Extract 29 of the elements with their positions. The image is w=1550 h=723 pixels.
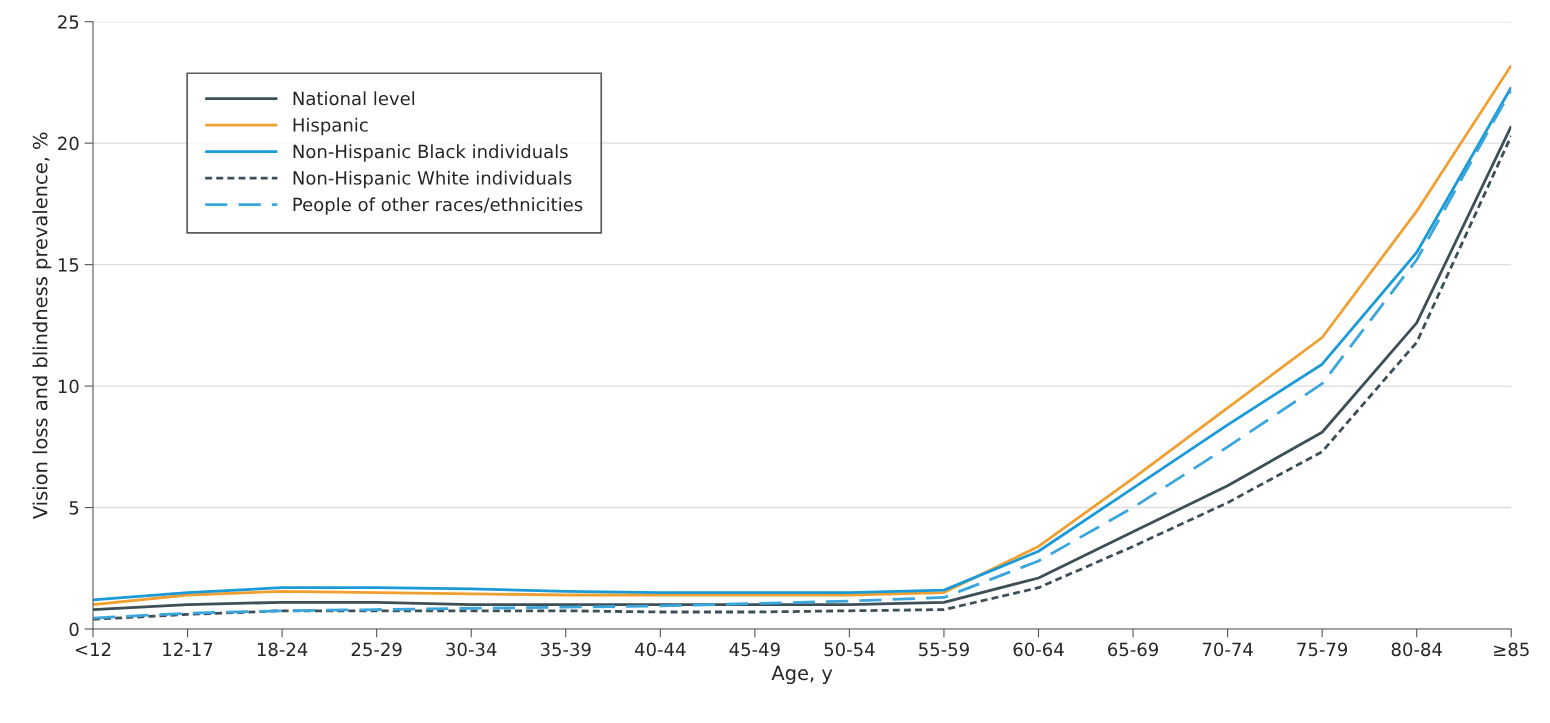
x-tick-label: 75-79 bbox=[1297, 642, 1348, 657]
y-tick-label: 20 bbox=[58, 136, 79, 151]
x-tick-label: 12-17 bbox=[163, 642, 213, 656]
y-tick-label: 5 bbox=[69, 501, 79, 515]
x-tick-label: 50-54 bbox=[824, 642, 875, 657]
x-tick-label: 25-29 bbox=[351, 642, 402, 657]
legend-label: Non-Hispanic White individuals bbox=[293, 170, 572, 189]
x-tick-label: 18-24 bbox=[257, 642, 308, 657]
x-tick-label: 35-39 bbox=[540, 642, 591, 657]
y-tick-label: 15 bbox=[58, 258, 79, 272]
y-axis-title: Vision loss and blindness prevalence, % bbox=[32, 132, 52, 520]
y-tick-label: 10 bbox=[58, 379, 79, 394]
x-tick-label: 70-74 bbox=[1202, 642, 1253, 657]
x-tick-label: 45-49 bbox=[729, 642, 780, 657]
x-tick-label: 80-84 bbox=[1391, 642, 1442, 657]
x-tick-label: 30-34 bbox=[446, 642, 497, 657]
x-tick-label: 60-64 bbox=[1013, 642, 1064, 657]
x-tick-label: 55-59 bbox=[919, 642, 969, 657]
x-axis-title: Age, y bbox=[771, 665, 833, 685]
x-tick-label: 40-44 bbox=[634, 642, 686, 657]
legend-label: People of other races/ethnicities bbox=[293, 197, 583, 215]
legend-label: Hispanic bbox=[293, 117, 368, 136]
x-tick-label: ≥85 bbox=[1494, 642, 1529, 657]
x-tick-label: 65-69 bbox=[1108, 642, 1159, 657]
y-tick-label: 0 bbox=[69, 622, 79, 637]
y-tick-label: 25 bbox=[58, 15, 79, 29]
x-tick-label: <12 bbox=[75, 642, 111, 656]
legend-label: National level bbox=[293, 91, 415, 106]
legend-label: Non-Hispanic Black individuals bbox=[293, 144, 568, 162]
